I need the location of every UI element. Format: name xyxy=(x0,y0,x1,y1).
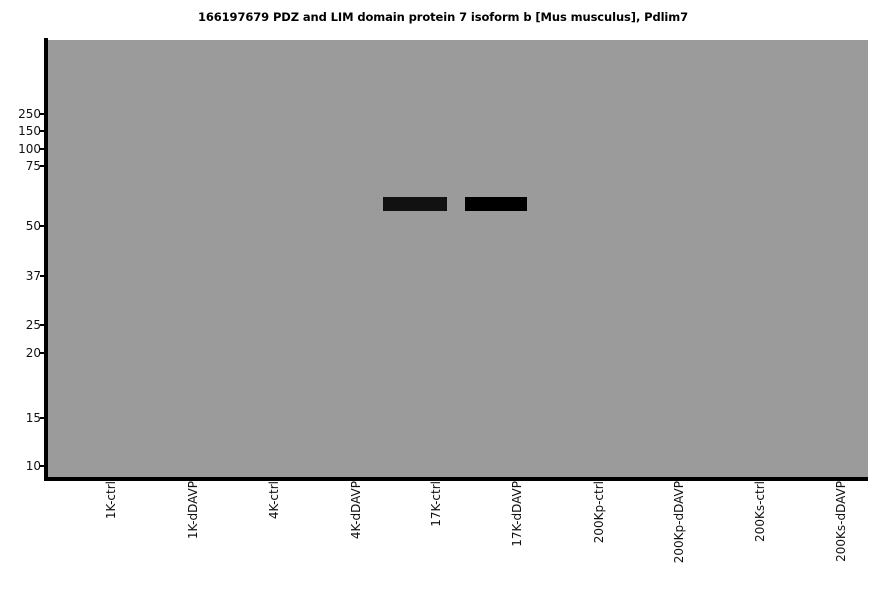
y-tick-mark-25 xyxy=(40,324,45,326)
x-axis-line xyxy=(44,477,868,481)
y-tick-label-250: 250 xyxy=(18,107,41,121)
x-tick-label-4K-ctrl: 4K-ctrl xyxy=(267,481,281,520)
y-tick-mark-50 xyxy=(40,225,45,227)
y-tick-mark-75 xyxy=(40,165,45,167)
y-tick-label-37: 37 xyxy=(25,269,41,283)
y-tick-mark-150 xyxy=(40,130,45,132)
blot-plot-area xyxy=(48,40,868,477)
blot-band-17K-ctrl xyxy=(383,197,447,211)
page-title: 166197679 PDZ and LIM domain protein 7 i… xyxy=(197,10,689,24)
y-tick-label-15: 15 xyxy=(25,411,41,425)
x-axis-tick-labels: 1K-ctrl 1K-dDAVP 4K-ctrl 4K-dDAVP 17K-ctrl 17… xyxy=(0,481,886,595)
y-tick-mark-20 xyxy=(40,352,45,354)
x-tick-label-17K-dDAVP: 17K-dDAVP xyxy=(510,481,524,547)
y-tick-label-75: 75 xyxy=(25,159,41,173)
x-tick-label-200Ks-ctrl: 200Ks-ctrl xyxy=(753,481,767,542)
x-tick-label-1K-ctrl: 1K-ctrl xyxy=(104,481,118,520)
y-tick-label-150: 150 xyxy=(18,124,41,138)
y-axis-tick-labels: 250 150 100 75 50 37 25 20 15 10 xyxy=(0,0,45,595)
x-tick-label-200Kp-ctrl: 200Kp-ctrl xyxy=(592,481,606,544)
y-tick-mark-100 xyxy=(40,148,45,150)
y-tick-mark-37 xyxy=(40,275,45,277)
y-tick-label-100: 100 xyxy=(18,142,41,156)
y-tick-mark-250 xyxy=(40,113,45,115)
y-tick-mark-10 xyxy=(40,465,45,467)
y-tick-label-10: 10 xyxy=(25,459,41,473)
y-tick-label-20: 20 xyxy=(25,346,41,360)
x-tick-label-200Ks-dDAVP: 200Ks-dDAVP xyxy=(834,481,848,562)
x-tick-label-17K-ctrl: 17K-ctrl xyxy=(429,481,443,527)
x-tick-label-1K-dDAVP: 1K-dDAVP xyxy=(186,481,200,540)
blot-band-17K-dDAVP xyxy=(465,197,527,211)
y-axis-line xyxy=(44,38,48,479)
y-tick-label-25: 25 xyxy=(25,318,41,332)
y-tick-mark-15 xyxy=(40,417,45,419)
x-tick-label-4K-dDAVP: 4K-dDAVP xyxy=(349,481,363,540)
y-tick-label-50: 50 xyxy=(25,219,41,233)
x-tick-label-200Kp-dDAVP: 200Kp-dDAVP xyxy=(672,481,686,564)
